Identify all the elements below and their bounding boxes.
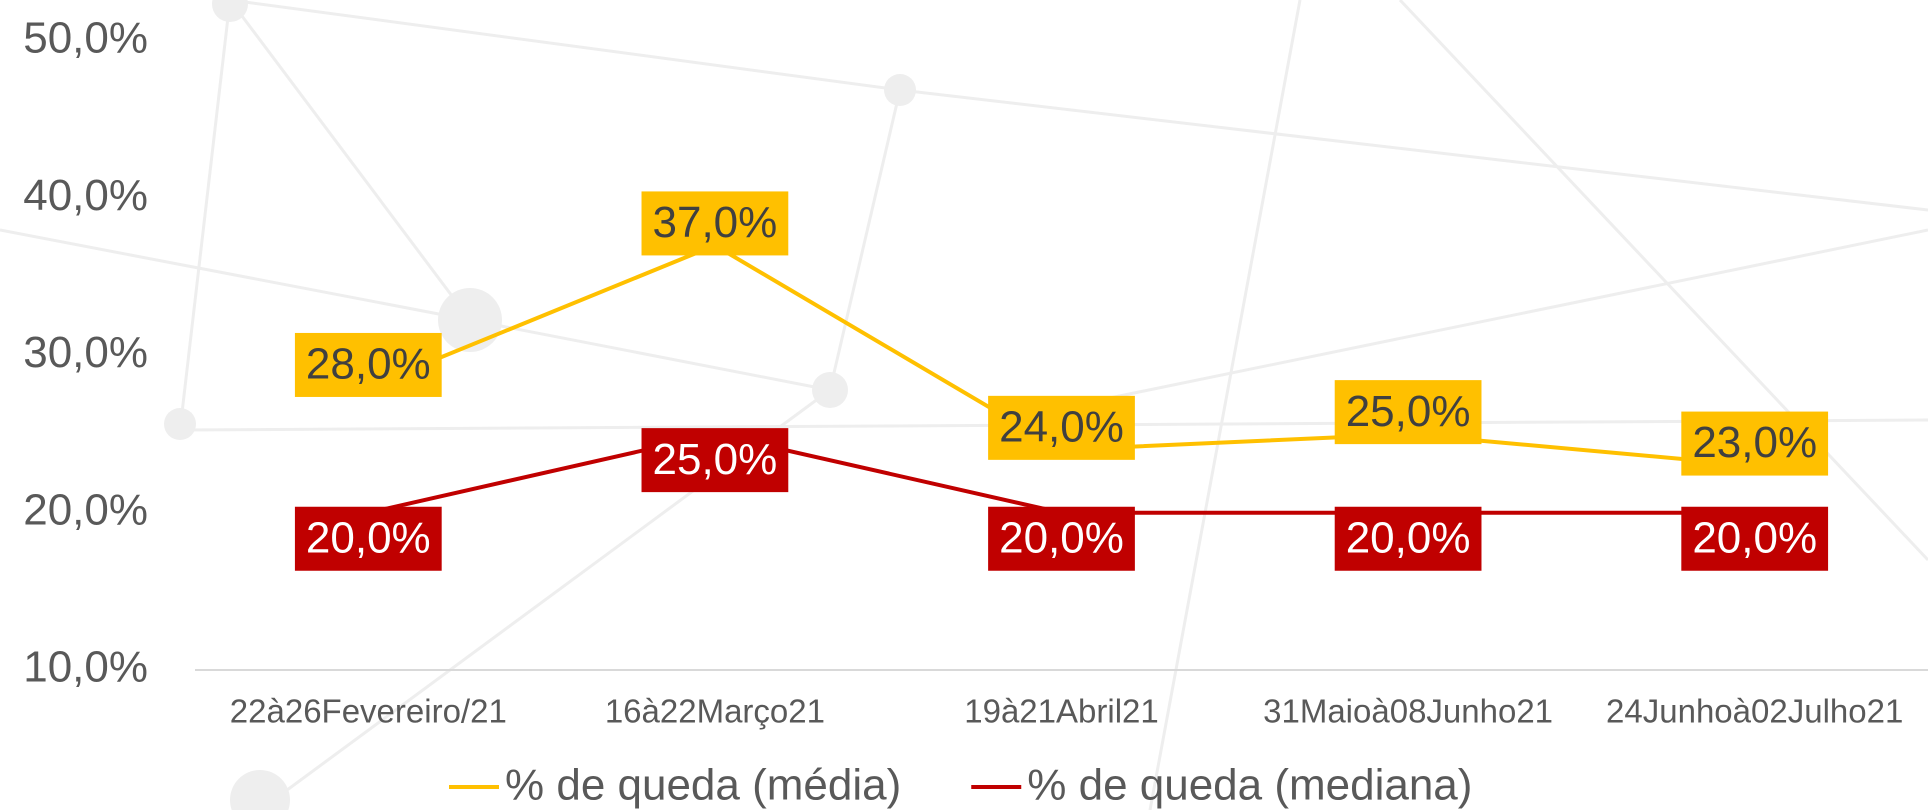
x-tick-label: 16à22Março21 [605,693,825,730]
data-label: 24,0% [988,395,1135,460]
data-label: 20,0% [294,506,442,571]
legend-label: % de queda (média) [505,761,901,810]
data-label-bg [1334,506,1482,571]
legend-label: % de queda (mediana) [1027,761,1472,810]
data-label-text: 37,0% [653,198,778,247]
data-label-text: 23,0% [1692,418,1817,467]
data-label-bg [294,332,442,397]
data-label-bg [988,506,1135,571]
y-tick-label: 40,0% [23,171,148,220]
data-label-bg [641,428,789,493]
data-label: 28,0% [294,332,442,397]
data-label-text: 24,0% [999,402,1124,451]
data-label-text: 28,0% [306,340,431,389]
data-label-bg [1681,411,1829,476]
data-label-bg [1681,506,1829,571]
data-label-bg [1334,380,1482,445]
y-tick-label: 50,0% [23,14,148,63]
data-label-text: 20,0% [306,513,431,562]
data-label: 20,0% [1681,506,1829,571]
data-label-bg [988,395,1135,460]
data-label: 37,0% [641,191,789,256]
x-tick-label: 31Maioà08Junho21 [1263,693,1553,730]
data-label-text: 25,0% [653,435,778,484]
data-label-text: 20,0% [1692,513,1817,562]
y-tick-label: 10,0% [23,643,148,692]
y-tick-label: 30,0% [23,328,148,377]
data-label-text: 20,0% [1346,513,1471,562]
data-label: 20,0% [988,506,1135,571]
data-label-text: 25,0% [1346,387,1471,436]
x-tick-label: 19à21Abril21 [964,693,1159,730]
data-label-bg [294,506,442,571]
data-label-text: 20,0% [999,513,1124,562]
x-tick-label: 24Junhoà02Julho21 [1606,693,1903,730]
x-tick-label: 22à26Fevereiro/21 [230,693,507,730]
data-label: 25,0% [641,428,789,493]
data-label-bg [641,191,789,256]
data-label: 25,0% [1334,380,1482,445]
y-tick-label: 20,0% [23,485,148,534]
data-label: 20,0% [1334,506,1482,571]
data-label: 23,0% [1681,411,1829,476]
